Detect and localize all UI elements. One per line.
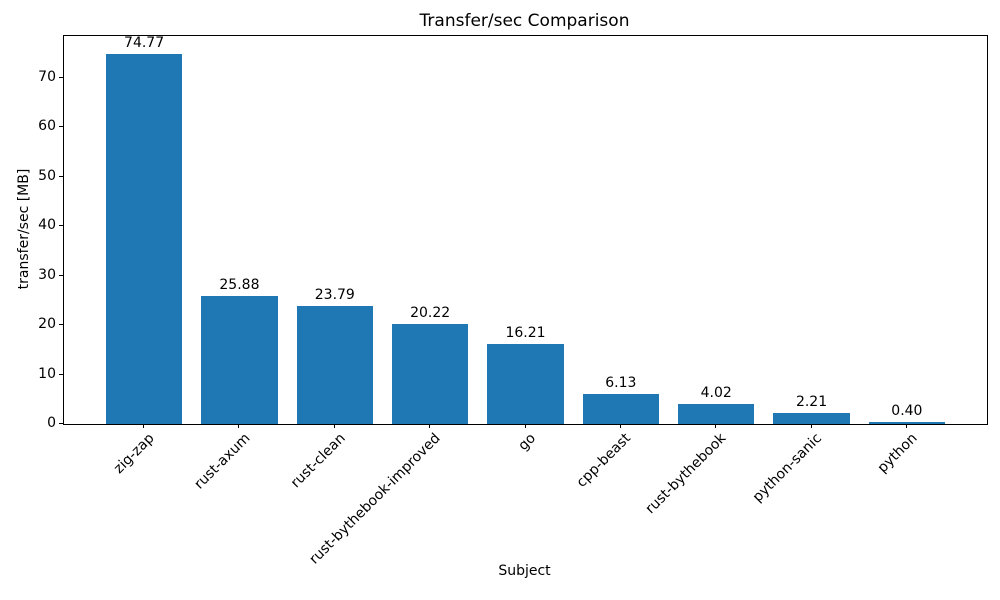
y-tick-label: 50 [38, 167, 56, 184]
x-tick-mark [619, 424, 621, 428]
bar-rust-axum [201, 296, 278, 424]
bar-value-label: 16.21 [505, 325, 546, 341]
bar-value-label: 25.88 [219, 277, 260, 293]
x-tick-label-text: rust-bythebook [642, 430, 730, 518]
x-tick-label-text: go [515, 430, 540, 454]
y-tick-mark [59, 423, 63, 424]
x-tick-mark [524, 424, 526, 428]
y-tick-label: 0 [47, 415, 56, 431]
x-tick-mark [715, 424, 717, 428]
chart-title: Transfer/sec Comparison [419, 11, 630, 31]
x-tick-mark [238, 424, 240, 428]
bar-value-label: 23.79 [314, 287, 355, 303]
x-tick-label-text: python [874, 430, 921, 477]
plot-area: 74.77 25.88 23.79 20.22 16.21 6.13 4.02 2.21 0.4… [63, 35, 988, 425]
bar-cpp-beast [582, 394, 659, 424]
x-axis-label: Subject [498, 563, 551, 579]
y-tick-label: 40 [38, 217, 56, 234]
x-tick-label-text: rust-clean [287, 430, 349, 492]
y-tick-label: 30 [38, 266, 56, 283]
bar-value-label: 0.40 [891, 403, 923, 419]
bar-python [868, 422, 946, 424]
y-tick-mark [59, 373, 63, 375]
y-tick-label: 60 [38, 118, 56, 135]
bar-rust-clean [296, 306, 373, 424]
x-tick-mark [333, 424, 335, 428]
y-tick-label: 10 [38, 365, 56, 382]
y-tick-mark [59, 77, 63, 78]
bar-value-label: 2.21 [795, 394, 828, 410]
bar-value-label: 4.02 [700, 385, 732, 401]
y-tick-mark [59, 324, 63, 326]
bar-value-label: 6.13 [605, 375, 637, 391]
x-tick-label-text: zig-zap [111, 430, 158, 477]
x-tick-mark [143, 424, 145, 428]
y-tick-mark [59, 126, 63, 128]
bar-rust-bythebook [678, 404, 755, 424]
x-tick-label-text: rust-axum [190, 430, 254, 493]
y-tick-mark [59, 274, 63, 276]
bar-python-sanic [773, 413, 850, 424]
y-tick-mark [59, 225, 63, 227]
x-tick-mark [429, 424, 431, 428]
bar-go [487, 344, 564, 424]
bar-value-label: 74.77 [124, 35, 165, 51]
y-tick-label: 70 [38, 69, 56, 85]
y-tick-label: 20 [38, 316, 56, 333]
bar-value-label: 20.22 [410, 305, 451, 321]
y-tick-mark [59, 175, 63, 177]
x-tick-mark [810, 424, 812, 428]
x-tick-mark [905, 424, 907, 428]
bar-zig-zap [105, 54, 183, 424]
x-tick-label-text: cpp-beast [574, 430, 635, 491]
x-tick-label-text: python-sanic [749, 430, 826, 506]
bar-rust-bythebook-improved [392, 324, 469, 424]
